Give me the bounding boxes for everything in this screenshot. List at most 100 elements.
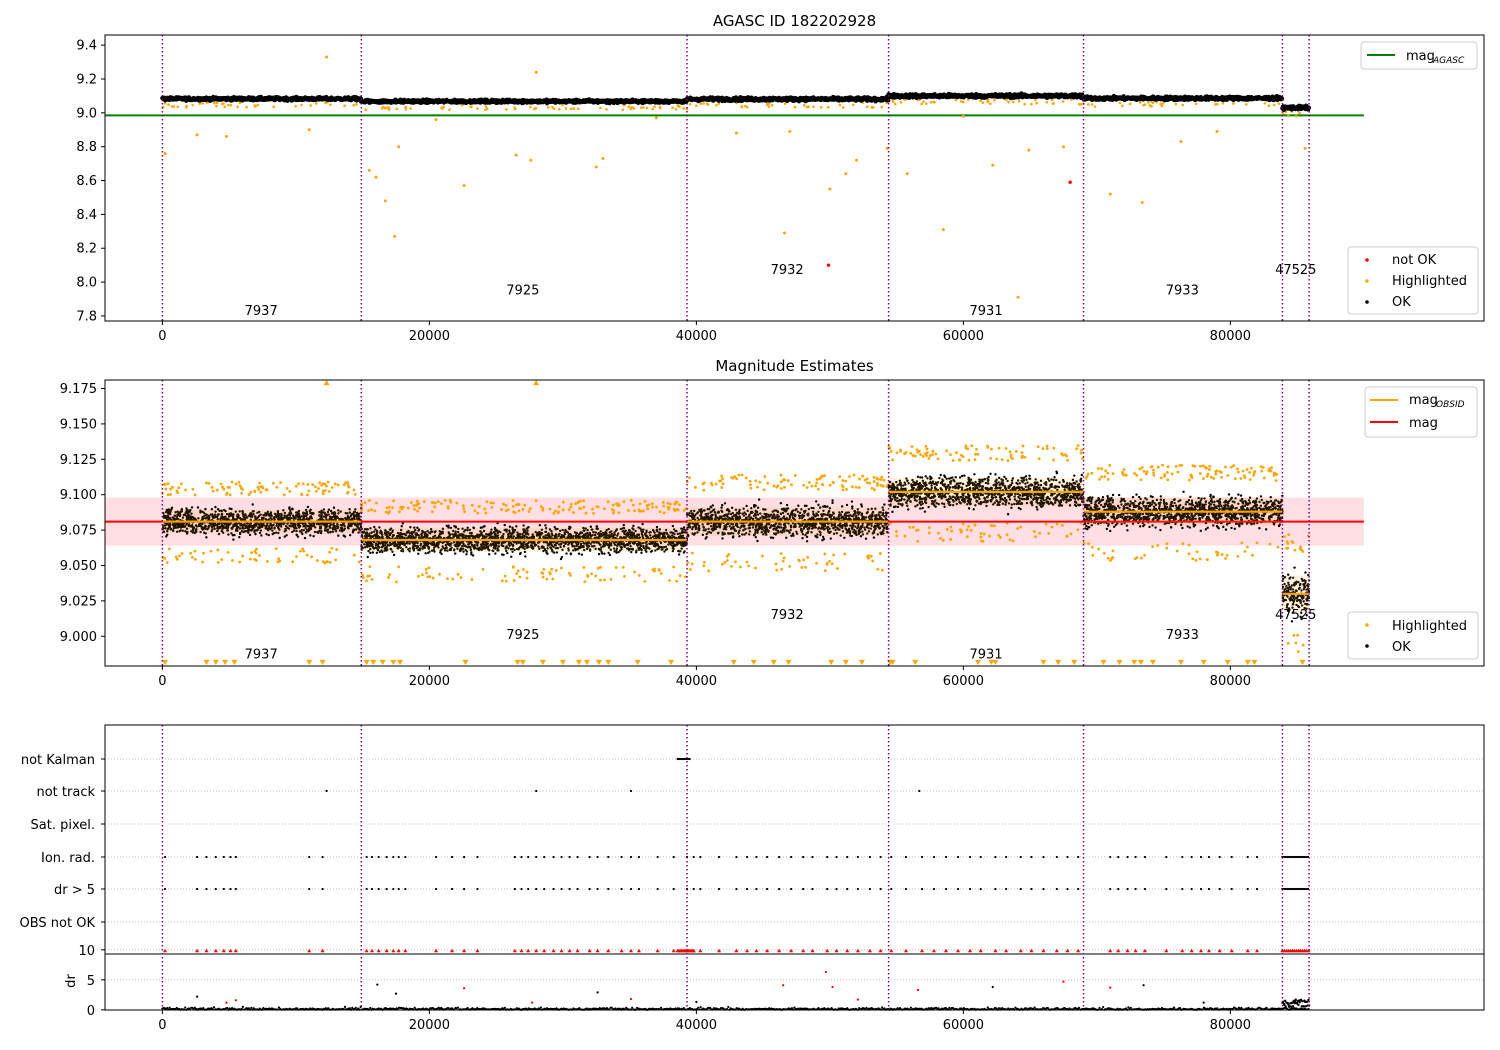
ok-point <box>603 552 606 555</box>
highlighted-point <box>673 509 677 513</box>
highlighted-point <box>395 107 399 111</box>
highlighted-point <box>583 580 587 584</box>
highlighted-point <box>601 157 605 161</box>
highlighted-point <box>368 499 371 502</box>
highlighted-point <box>431 576 435 580</box>
highlighted-point <box>352 553 356 557</box>
y-tick-label: 7.8 <box>76 309 97 324</box>
highlighted-point <box>448 108 451 111</box>
highlighted-point <box>202 551 205 555</box>
highlighted-point <box>315 559 319 562</box>
highlighted-point <box>1138 101 1142 104</box>
highlighted-point <box>1215 129 1219 133</box>
highlighted-point <box>253 557 257 561</box>
highlighted-point <box>220 102 224 106</box>
highlighted-point <box>871 106 875 109</box>
highlighted-point <box>542 567 546 571</box>
highlighted-point <box>929 101 933 104</box>
highlighted-point <box>328 560 332 564</box>
highlighted-point <box>167 103 170 106</box>
highlighted-point <box>439 502 443 505</box>
highlighted-point <box>473 509 477 513</box>
highlighted-point <box>534 499 538 503</box>
highlighted-point <box>1277 102 1281 105</box>
highlighted-point <box>259 485 263 489</box>
highlighted-point <box>525 576 529 580</box>
highlighted-point <box>802 103 806 107</box>
x-tick-label: 20000 <box>409 329 450 344</box>
highlighted-point <box>256 103 259 107</box>
highlighted-point <box>490 505 494 509</box>
ok-point <box>214 505 217 509</box>
highlighted-point <box>633 509 636 513</box>
highlighted-point <box>375 501 378 505</box>
highlighted-point <box>368 565 372 569</box>
highlighted-point <box>622 500 626 504</box>
highlighted-point <box>422 500 426 503</box>
highlighted-point <box>336 483 340 487</box>
highlighted-point <box>352 488 356 492</box>
ok-point <box>332 506 336 509</box>
highlighted-point <box>294 104 297 108</box>
highlighted-point <box>230 480 234 484</box>
highlighted-point <box>541 506 545 510</box>
highlighted-point <box>569 502 573 506</box>
highlighted-point <box>658 105 662 109</box>
highlighted-point <box>603 507 606 511</box>
highlighted-point <box>841 106 845 109</box>
ok-point <box>515 525 518 528</box>
highlighted-point <box>653 567 656 571</box>
y-tick-label: 9.2 <box>76 73 97 88</box>
highlighted-point <box>579 499 582 503</box>
highlighted-point <box>382 105 385 109</box>
highlighted-point <box>503 574 507 578</box>
highlighted-point <box>193 549 197 553</box>
highlighted-point <box>599 578 602 582</box>
highlighted-point <box>511 504 515 508</box>
highlighted-point <box>541 575 545 579</box>
highlighted-point <box>582 566 586 569</box>
highlighted-point <box>782 231 786 235</box>
highlighted-point <box>190 555 194 559</box>
ok-point <box>303 536 307 540</box>
highlighted-point <box>1194 102 1198 106</box>
highlighted-point <box>163 151 167 155</box>
highlighted-point <box>201 102 204 105</box>
highlighted-point <box>430 510 434 514</box>
highlighted-point <box>655 505 658 509</box>
highlighted-point <box>449 500 453 504</box>
highlighted-point <box>891 100 895 103</box>
highlighted-point <box>309 104 312 107</box>
ok-point <box>232 538 235 541</box>
ok-point <box>170 506 174 510</box>
highlighted-point <box>1174 102 1178 106</box>
highlighted-point <box>412 504 416 507</box>
highlighted-point <box>386 106 389 109</box>
highlighted-point <box>395 580 398 584</box>
highlighted-point <box>905 172 909 176</box>
highlighted-point <box>193 557 197 561</box>
highlighted-point <box>330 486 334 489</box>
highlighted-point <box>205 481 208 485</box>
highlighted-point <box>551 577 555 581</box>
highlighted-point <box>639 509 643 513</box>
highlighted-point <box>657 568 661 572</box>
highlighted-point <box>367 168 371 172</box>
highlighted-point <box>548 507 552 511</box>
highlighted-point <box>433 505 437 509</box>
highlighted-point <box>653 105 656 108</box>
highlighted-point <box>424 568 428 571</box>
ok-point <box>260 534 263 537</box>
highlighted-point <box>398 510 401 514</box>
highlighted-point <box>346 484 350 487</box>
ok-point <box>267 533 270 537</box>
ok-point <box>278 536 281 540</box>
highlighted-point <box>258 481 261 485</box>
highlighted-point <box>1181 103 1185 107</box>
highlighted-point <box>416 502 420 506</box>
ok-point <box>348 533 352 537</box>
highlighted-point <box>346 481 350 484</box>
highlighted-point <box>611 503 615 507</box>
highlighted-point <box>865 105 869 109</box>
highlighted-point <box>271 481 275 485</box>
